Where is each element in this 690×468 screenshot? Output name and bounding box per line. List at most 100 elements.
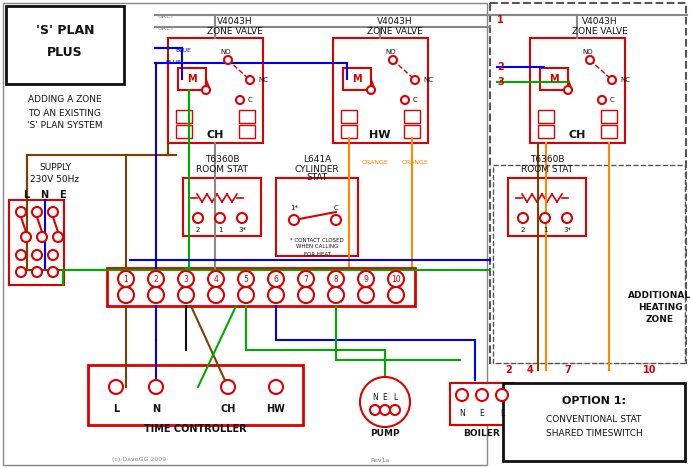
Circle shape (358, 271, 374, 287)
Text: TO AN EXISTING: TO AN EXISTING (28, 109, 101, 117)
Text: GREY: GREY (158, 15, 175, 20)
Text: HEATING: HEATING (638, 302, 682, 312)
Text: 3*: 3* (563, 227, 571, 233)
Circle shape (208, 287, 224, 303)
Bar (538, 125, 554, 138)
Text: ORANGE: ORANGE (402, 161, 428, 166)
Circle shape (564, 86, 572, 94)
Text: CONVENTIONAL STAT: CONVENTIONAL STAT (546, 416, 642, 424)
Text: HW: HW (369, 130, 391, 140)
Circle shape (268, 287, 284, 303)
Text: 6: 6 (273, 275, 279, 284)
Circle shape (118, 287, 134, 303)
Text: T6360B: T6360B (205, 155, 239, 164)
Text: V4043H: V4043H (582, 17, 618, 27)
Text: 2: 2 (497, 62, 504, 72)
Text: 7: 7 (564, 365, 571, 375)
Circle shape (246, 76, 254, 84)
Bar (404, 125, 420, 138)
Bar (176, 125, 192, 138)
Text: CH: CH (206, 130, 224, 140)
Bar (490, 3, 686, 363)
Text: CYLINDER: CYLINDER (295, 164, 339, 174)
Bar (450, 383, 514, 425)
Circle shape (598, 96, 606, 104)
Circle shape (202, 86, 210, 94)
Text: NC: NC (423, 77, 433, 83)
Circle shape (221, 380, 235, 394)
Circle shape (149, 380, 163, 394)
Text: * CONTACT CLOSED: * CONTACT CLOSED (290, 237, 344, 242)
Circle shape (193, 213, 203, 223)
Circle shape (298, 271, 314, 287)
Circle shape (21, 232, 31, 242)
Circle shape (328, 287, 344, 303)
Text: 'S' PLAN: 'S' PLAN (36, 23, 95, 37)
Circle shape (298, 287, 314, 303)
Text: E: E (59, 190, 66, 200)
Bar (404, 110, 420, 123)
Text: 4: 4 (526, 365, 533, 375)
Bar (3, 3, 487, 465)
Circle shape (388, 287, 404, 303)
Bar (239, 125, 255, 138)
Bar (333, 38, 428, 143)
Text: NC: NC (258, 77, 268, 83)
Circle shape (411, 76, 419, 84)
Text: NC: NC (620, 77, 630, 83)
Text: E: E (480, 409, 484, 417)
Circle shape (358, 287, 374, 303)
Circle shape (16, 267, 26, 277)
Text: M: M (352, 74, 362, 84)
Text: L: L (23, 190, 29, 200)
Text: 2: 2 (521, 227, 525, 233)
Text: 10: 10 (391, 275, 401, 284)
Text: NO: NO (386, 49, 396, 55)
Circle shape (456, 389, 468, 401)
Text: CH: CH (220, 404, 236, 414)
Text: C: C (413, 97, 417, 103)
Text: M: M (187, 74, 197, 84)
Text: ROOM STAT: ROOM STAT (196, 166, 248, 175)
Circle shape (53, 232, 63, 242)
Circle shape (518, 213, 528, 223)
Text: GREY: GREY (158, 25, 175, 30)
Text: E: E (383, 393, 387, 402)
Text: ADDITIONAL: ADDITIONAL (629, 291, 690, 300)
Circle shape (37, 232, 47, 242)
Bar (343, 68, 371, 90)
Circle shape (148, 271, 164, 287)
Bar (183, 178, 261, 236)
Text: (c) DaveGG 2009: (c) DaveGG 2009 (112, 458, 166, 462)
Circle shape (586, 56, 594, 64)
Text: 4: 4 (214, 275, 219, 284)
Circle shape (389, 56, 397, 64)
Text: ROOM STAT: ROOM STAT (521, 166, 573, 175)
Bar (508, 178, 586, 236)
Text: V4043H: V4043H (217, 17, 253, 27)
Bar (493, 165, 685, 363)
Text: ADDING A ZONE: ADDING A ZONE (28, 95, 102, 104)
Text: 9: 9 (364, 275, 368, 284)
Bar (341, 110, 357, 123)
Text: BOILER: BOILER (464, 429, 500, 438)
Circle shape (48, 207, 58, 217)
Text: BLUE: BLUE (175, 47, 191, 52)
Circle shape (109, 380, 123, 394)
Text: 'S' PLAN SYSTEM: 'S' PLAN SYSTEM (27, 122, 103, 131)
Circle shape (268, 271, 284, 287)
Text: 5: 5 (244, 275, 248, 284)
Bar (503, 383, 685, 461)
Text: ZONE: ZONE (646, 314, 674, 323)
Bar (538, 110, 554, 123)
Text: WHEN CALLING: WHEN CALLING (296, 244, 338, 249)
Bar (6, 6, 124, 84)
Text: BLUE: BLUE (165, 60, 181, 66)
Circle shape (388, 271, 404, 287)
Text: ZONE VALVE: ZONE VALVE (572, 28, 628, 37)
Text: 1: 1 (218, 227, 222, 233)
Text: NO: NO (582, 49, 593, 55)
Circle shape (401, 96, 409, 104)
Text: 1*: 1* (290, 205, 298, 211)
Circle shape (32, 267, 42, 277)
